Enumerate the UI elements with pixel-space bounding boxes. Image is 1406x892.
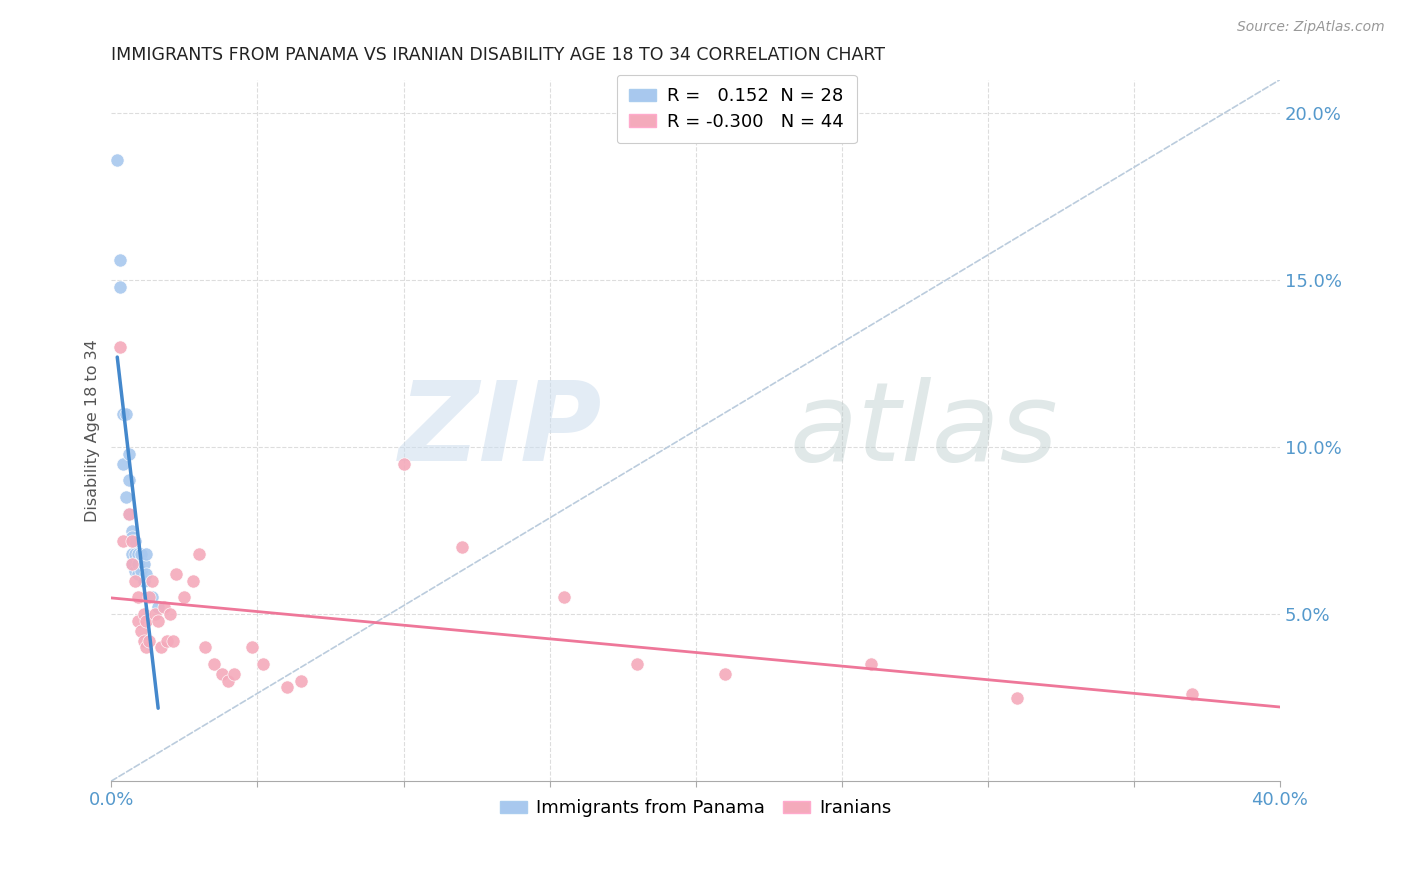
Point [626, 657, 648, 672]
Point [173, 591, 195, 605]
Legend: Immigrants from Panama, Iranians: Immigrants from Panama, Iranians [492, 792, 898, 824]
Point [224, 667, 246, 681]
Point [118, 447, 141, 461]
Point [108, 252, 131, 267]
Point [121, 557, 143, 571]
Point [124, 564, 146, 578]
Point [115, 490, 138, 504]
Point [138, 633, 160, 648]
Point [105, 153, 128, 167]
Text: Source: ZipAtlas.com: Source: ZipAtlas.com [1237, 20, 1385, 34]
Point [121, 557, 143, 571]
Point [135, 566, 157, 581]
Point [112, 457, 135, 471]
Point [121, 547, 143, 561]
Point [392, 457, 415, 471]
Point [129, 547, 152, 561]
Point [141, 574, 163, 588]
Y-axis label: Disability Age 18 to 34: Disability Age 18 to 34 [86, 339, 100, 522]
Point [108, 279, 131, 293]
Point [118, 474, 141, 488]
Point [135, 640, 157, 655]
Point [165, 566, 187, 581]
Point [194, 640, 217, 655]
Point [121, 533, 143, 548]
Point [181, 574, 204, 588]
Point [127, 547, 149, 561]
Point [240, 640, 263, 655]
Point [124, 574, 146, 588]
Point [714, 667, 737, 681]
Point [132, 633, 155, 648]
Point [121, 530, 143, 544]
Point [451, 540, 474, 554]
Point [150, 640, 173, 655]
Point [127, 566, 149, 581]
Point [138, 591, 160, 605]
Point [127, 557, 149, 571]
Point [127, 591, 149, 605]
Point [211, 667, 233, 681]
Point [1005, 690, 1028, 705]
Point [276, 681, 298, 695]
Point [118, 507, 141, 521]
Point [135, 614, 157, 628]
Point [115, 407, 138, 421]
Point [124, 533, 146, 548]
Point [127, 614, 149, 628]
Point [188, 547, 211, 561]
Point [132, 607, 155, 621]
Point [132, 557, 155, 571]
Point [859, 657, 882, 672]
Point [112, 407, 135, 421]
Point [118, 507, 141, 521]
Point [108, 340, 131, 354]
Point [162, 633, 184, 648]
Point [112, 533, 135, 548]
Point [124, 547, 146, 561]
Point [135, 547, 157, 561]
Point [252, 657, 274, 672]
Text: IMMIGRANTS FROM PANAMA VS IRANIAN DISABILITY AGE 18 TO 34 CORRELATION CHART: IMMIGRANTS FROM PANAMA VS IRANIAN DISABI… [111, 46, 886, 64]
Point [156, 633, 179, 648]
Point [217, 673, 239, 688]
Point [1181, 687, 1204, 701]
Text: atlas: atlas [789, 376, 1057, 483]
Point [153, 600, 176, 615]
Point [143, 607, 166, 621]
Point [202, 657, 225, 672]
Point [159, 607, 181, 621]
Point [129, 624, 152, 638]
Point [121, 524, 143, 538]
Text: ZIP: ZIP [399, 376, 602, 483]
Point [132, 574, 155, 588]
Point [146, 614, 169, 628]
Point [290, 673, 312, 688]
Point [553, 591, 575, 605]
Point [129, 564, 152, 578]
Point [146, 600, 169, 615]
Point [141, 591, 163, 605]
